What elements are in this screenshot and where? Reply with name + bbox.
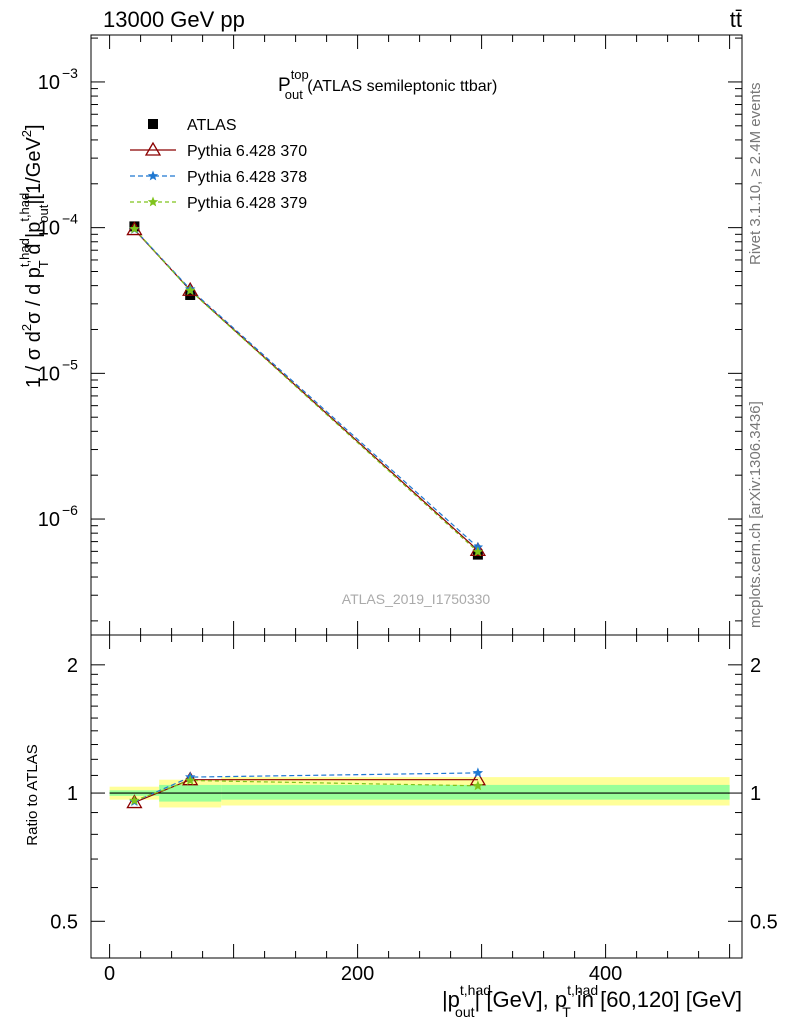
ratio-y-tick-label-right: 2	[750, 655, 761, 677]
main-panel: 10−310−410−510−6 Ptop out (ATLAS semilept…	[17, 34, 743, 636]
main-y-label: 1 / σ d2σ / d pt,had T d |pt,had out|[1/Ge…	[17, 124, 51, 388]
ratio-y-tick-label: 2	[67, 655, 78, 677]
x-tick-label: 200	[341, 963, 374, 985]
legend-label: Pythia 6.428 379	[187, 195, 307, 212]
ratio-frame	[90, 634, 743, 959]
ratio-y-axis: 2 2 1 1 0.5 0.5	[50, 655, 778, 933]
star-marker	[129, 223, 140, 234]
x-axis-label: |pt,had out| [GeV], pt,had T in [60,120] […	[442, 982, 742, 1020]
triangle-marker	[182, 771, 199, 786]
ratio-y-tick-label-right: 1	[750, 783, 761, 805]
rivet-label: Rivet 3.1.10, ≥ 2.4M events	[747, 83, 764, 266]
star-marker	[185, 285, 196, 295]
main-x-ticks	[109, 35, 731, 635]
main-y-axis: 10−310−410−510−6	[38, 37, 742, 622]
star-marker	[147, 196, 159, 207]
p378-line	[133, 228, 479, 548]
legend-label: Pythia 6.428 378	[187, 169, 307, 186]
ratio-y-label: Ratio to ATLAS	[24, 744, 41, 845]
y-tick-label: 10	[38, 218, 60, 240]
ratio-panel: 2 2 1 1 0.5 0.5 0 200 400 Ratio to ATLAS	[24, 634, 778, 985]
triangle-marker	[144, 141, 162, 156]
atlas-marker	[472, 549, 483, 560]
star-marker	[185, 775, 196, 785]
y-tick-label: 10	[38, 72, 60, 94]
ratio-series	[126, 767, 487, 809]
star-marker	[472, 546, 484, 557]
inner-band	[221, 784, 730, 800]
star-marker	[129, 795, 140, 806]
header-left: 13000 GeV pp	[103, 7, 245, 32]
y-tick-exponent: −5	[62, 356, 78, 372]
ratio-y-tick-label-right: 0.5	[750, 911, 778, 933]
triangle-marker	[469, 542, 487, 556]
ratio-bands	[109, 777, 730, 808]
main-series	[126, 221, 487, 560]
legend: ATLAS Pythia 6.428 370 Pythia 6.428 378 Pyt…	[130, 117, 307, 212]
legend-label: ATLAS	[187, 117, 237, 134]
triangle-marker	[126, 794, 143, 809]
p370-line	[133, 229, 479, 551]
atlas-marker	[148, 119, 158, 129]
y-tick-label: 10	[38, 509, 60, 531]
ratio-x-axis: 0 200 400	[104, 635, 731, 985]
star-marker	[472, 767, 484, 778]
star-marker	[147, 170, 159, 181]
ratio-y-tick-label: 0.5	[50, 911, 78, 933]
x-tick-label: 0	[104, 963, 115, 985]
x-tick-label: 400	[589, 963, 622, 985]
y-tick-label: 10	[38, 363, 60, 385]
mcplots-label: mcplots.cern.ch [arXiv:1306.3436]	[747, 401, 764, 628]
y-tick-exponent: −4	[62, 211, 78, 227]
ratio-y-tick-label: 1	[67, 783, 78, 805]
plot-title: Ptop out (ATLAS semileptonic ttbar)	[278, 67, 497, 102]
y-tick-exponent: −3	[62, 65, 78, 81]
legend-label: Pythia 6.428 370	[187, 143, 307, 160]
header-right: tt̄	[730, 7, 742, 32]
star-marker	[472, 780, 484, 791]
analysis-label: ATLAS_2019_I1750330	[342, 591, 491, 607]
y-tick-exponent: −6	[62, 502, 78, 518]
